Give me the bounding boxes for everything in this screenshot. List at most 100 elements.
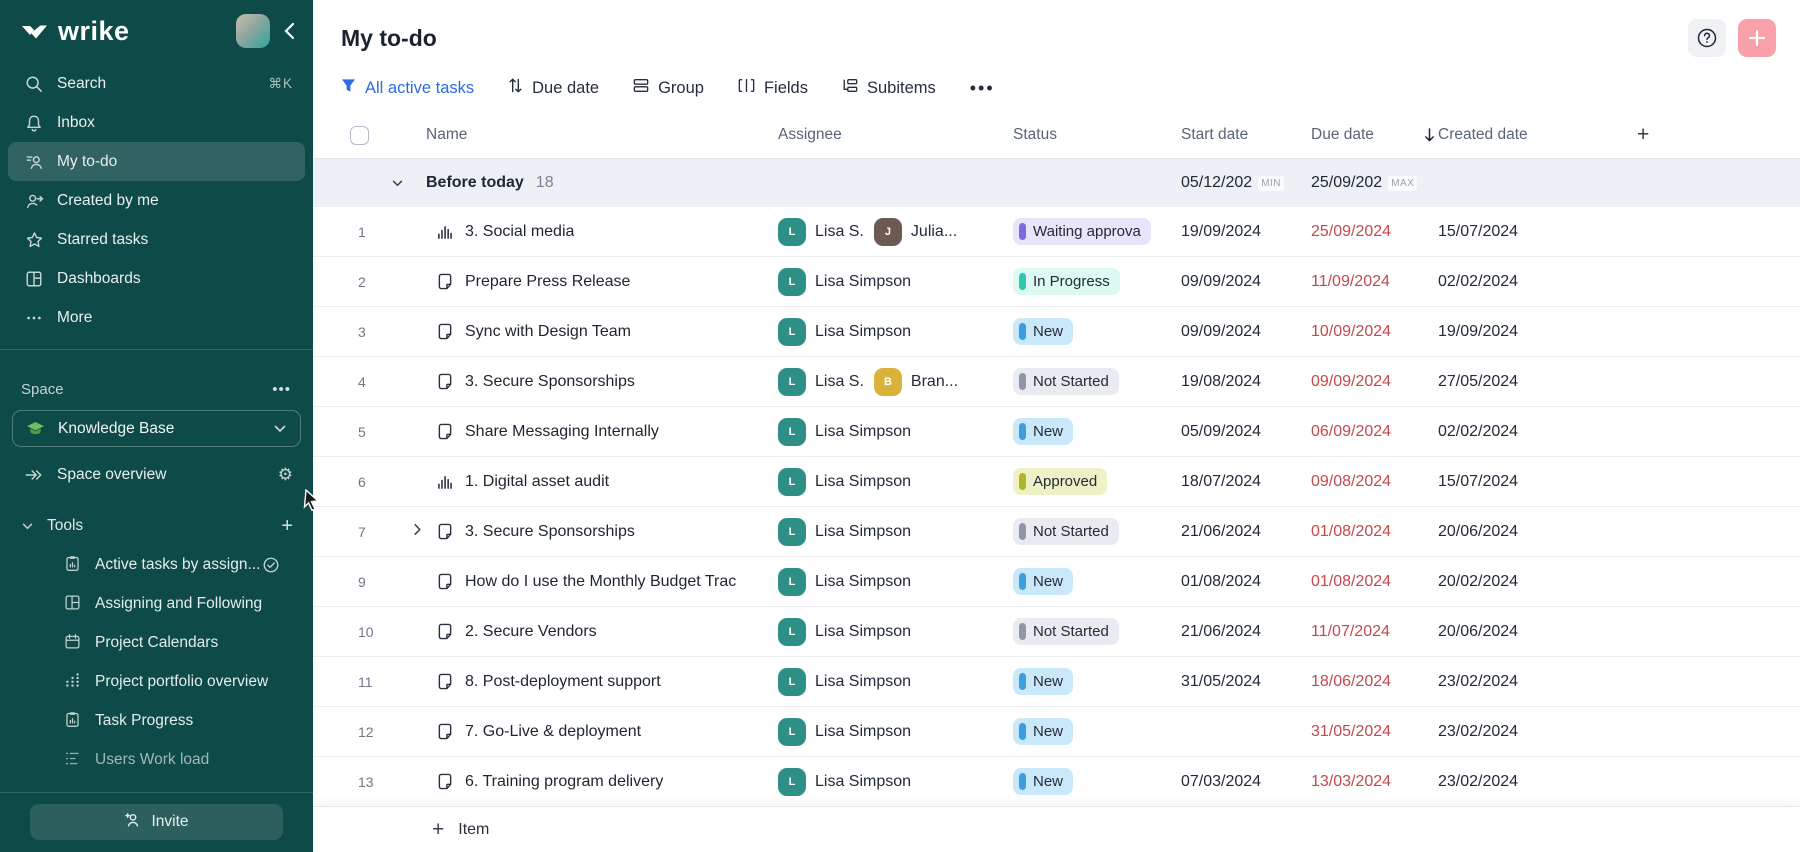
column-header-created-date[interactable]: Created date <box>1438 126 1528 143</box>
add-item-row[interactable]: + Item <box>313 806 1800 852</box>
sort-button[interactable]: Due date <box>508 77 599 99</box>
start-date[interactable]: 07/03/2024 <box>1181 772 1262 790</box>
sidebar-item-inbox[interactable]: Inbox <box>8 103 305 142</box>
assignee-avatar[interactable]: L <box>778 367 806 396</box>
due-date[interactable]: 11/09/2024 <box>1311 272 1390 290</box>
user-avatar[interactable] <box>236 14 270 48</box>
help-button[interactable] <box>1688 19 1726 57</box>
created-date[interactable]: 20/06/2024 <box>1438 622 1519 640</box>
column-header-due-date[interactable]: Due date <box>1311 126 1438 144</box>
start-date[interactable]: 19/08/2024 <box>1181 372 1262 390</box>
status-badge[interactable]: In Progress <box>1013 268 1120 295</box>
assignee-avatar[interactable]: L <box>778 317 806 346</box>
status-badge[interactable]: Not Started <box>1013 618 1119 645</box>
sidebar-item-dashboards[interactable]: Dashboards <box>8 259 305 298</box>
assignee-avatar[interactable]: L <box>778 417 806 446</box>
invite-button[interactable]: Invite <box>30 804 283 840</box>
task-row[interactable]: 7 3. Secure Sponsorships L Lisa Simpson Not … <box>313 507 1800 557</box>
column-header-status[interactable]: Status <box>1013 126 1057 143</box>
select-all-checkbox[interactable] <box>350 125 369 145</box>
add-column-button[interactable]: + <box>1637 123 1650 146</box>
start-date[interactable]: 21/06/2024 <box>1181 522 1262 540</box>
wrike-logo[interactable]: wrike <box>20 16 130 47</box>
status-badge[interactable]: New <box>1013 568 1074 595</box>
column-header-name[interactable]: Name <box>426 126 468 143</box>
group-button[interactable]: Group <box>633 78 704 98</box>
created-date[interactable]: 19/09/2024 <box>1438 322 1519 340</box>
filter-button[interactable]: All active tasks <box>341 78 474 98</box>
assignee-avatar[interactable]: L <box>778 267 806 296</box>
due-date[interactable]: 10/09/2024 <box>1311 322 1392 340</box>
subitems-button[interactable]: Subitems <box>842 78 936 98</box>
sidebar-item-my-todo[interactable]: My to-do <box>8 142 305 181</box>
assignee-avatar[interactable]: L <box>778 667 806 696</box>
start-date[interactable]: 09/09/2024 <box>1181 272 1262 290</box>
space-menu-icon[interactable]: ••• <box>272 380 291 398</box>
sidebar-item-active-tasks-by-assignee[interactable]: Active tasks by assign... <box>0 545 313 584</box>
created-date[interactable]: 20/02/2024 <box>1438 572 1519 590</box>
task-name[interactable]: Sync with Design Team <box>465 322 631 340</box>
sidebar-item-starred-tasks[interactable]: Starred tasks <box>8 220 305 259</box>
column-header-start-date[interactable]: Start date <box>1181 126 1249 143</box>
task-row[interactable]: 1 3. Social media L Lisa S. J Julia... Waiting… <box>313 207 1800 257</box>
assignee-avatar[interactable]: L <box>778 717 806 746</box>
assignee-avatar[interactable]: L <box>778 467 806 496</box>
start-date[interactable]: 21/06/2024 <box>1181 622 1262 640</box>
created-date[interactable]: 27/05/2024 <box>1438 372 1519 390</box>
task-row[interactable]: 6 1. Digital asset audit L Lisa Simpson Appr… <box>313 457 1800 507</box>
start-date[interactable]: 31/05/2024 <box>1181 672 1262 690</box>
task-name[interactable]: 3. Secure Sponsorships <box>465 522 635 540</box>
created-date[interactable]: 15/07/2024 <box>1438 472 1519 490</box>
assignee-avatar[interactable]: B <box>873 367 902 396</box>
space-selector[interactable]: Knowledge Base <box>12 410 301 447</box>
task-name[interactable]: 3. Secure Sponsorships <box>465 372 635 390</box>
task-name[interactable]: Share Messaging Internally <box>465 422 659 440</box>
assignee-avatar[interactable]: L <box>778 617 806 646</box>
created-date[interactable]: 02/02/2024 <box>1438 272 1519 290</box>
created-date[interactable]: 02/02/2024 <box>1438 422 1519 440</box>
due-date[interactable]: 06/09/2024 <box>1311 422 1392 440</box>
created-date[interactable]: 20/06/2024 <box>1438 522 1519 540</box>
assignee-avatar[interactable]: L <box>778 567 806 596</box>
created-date[interactable]: 23/02/2024 <box>1438 772 1519 790</box>
task-name[interactable]: 6. Training program delivery <box>465 772 664 790</box>
due-date[interactable]: 01/08/2024 <box>1311 522 1392 540</box>
start-date[interactable]: 09/09/2024 <box>1181 322 1262 340</box>
task-row[interactable]: 12 7. Go-Live & deployment L Lisa Simpson Ne… <box>313 707 1800 757</box>
due-date[interactable]: 11/07/2024 <box>1311 622 1390 640</box>
status-badge[interactable]: Waiting approva <box>1013 218 1151 245</box>
start-date[interactable]: 18/07/2024 <box>1181 472 1262 490</box>
sidebar-item-assigning-and-following[interactable]: Assigning and Following <box>0 584 313 623</box>
created-date[interactable]: 23/02/2024 <box>1438 722 1519 740</box>
status-badge[interactable]: Not Started <box>1013 368 1119 395</box>
sidebar-item-search[interactable]: Search ⌘K <box>8 64 305 103</box>
add-tool-icon[interactable]: + <box>281 514 293 537</box>
status-badge[interactable]: New <box>1013 318 1074 345</box>
created-date[interactable]: 15/07/2024 <box>1438 222 1519 240</box>
due-date[interactable]: 09/09/2024 <box>1311 372 1392 390</box>
sidebar-item-more[interactable]: More <box>8 298 305 337</box>
status-badge[interactable]: Not Started <box>1013 518 1119 545</box>
due-date[interactable]: 31/05/2024 <box>1311 722 1392 740</box>
sidebar-item-space-overview[interactable]: Space overview ⚙ <box>8 455 305 495</box>
task-name[interactable]: 7. Go-Live & deployment <box>465 722 642 740</box>
due-date[interactable]: 09/08/2024 <box>1311 472 1392 490</box>
task-name[interactable]: 1. Digital asset audit <box>465 472 610 490</box>
start-date[interactable]: 19/09/2024 <box>1181 222 1262 240</box>
gear-icon[interactable]: ⚙ <box>277 465 293 484</box>
expand-row-icon[interactable] <box>413 523 422 541</box>
sidebar-item-task-progress[interactable]: Task Progress <box>0 701 313 740</box>
sidebar-item-created-by-me[interactable]: Created by me <box>8 181 305 220</box>
created-date[interactable]: 23/02/2024 <box>1438 672 1519 690</box>
task-name[interactable]: How do I use the Monthly Budget Trac <box>465 572 737 590</box>
due-date[interactable]: 01/08/2024 <box>1311 572 1392 590</box>
status-badge[interactable]: New <box>1013 718 1074 745</box>
status-badge[interactable]: Approved <box>1013 468 1108 495</box>
status-badge[interactable]: New <box>1013 418 1074 445</box>
due-date[interactable]: 25/09/2024 <box>1311 222 1392 240</box>
assignee-avatar[interactable]: L <box>778 767 806 796</box>
column-header-assignee[interactable]: Assignee <box>778 126 842 143</box>
sidebar-item-project-portfolio-overview[interactable]: Project portfolio overview <box>0 662 313 701</box>
task-row[interactable]: 10 2. Secure Vendors L Lisa Simpson Not Star… <box>313 607 1800 657</box>
collapse-sidebar-icon[interactable] <box>284 22 295 40</box>
